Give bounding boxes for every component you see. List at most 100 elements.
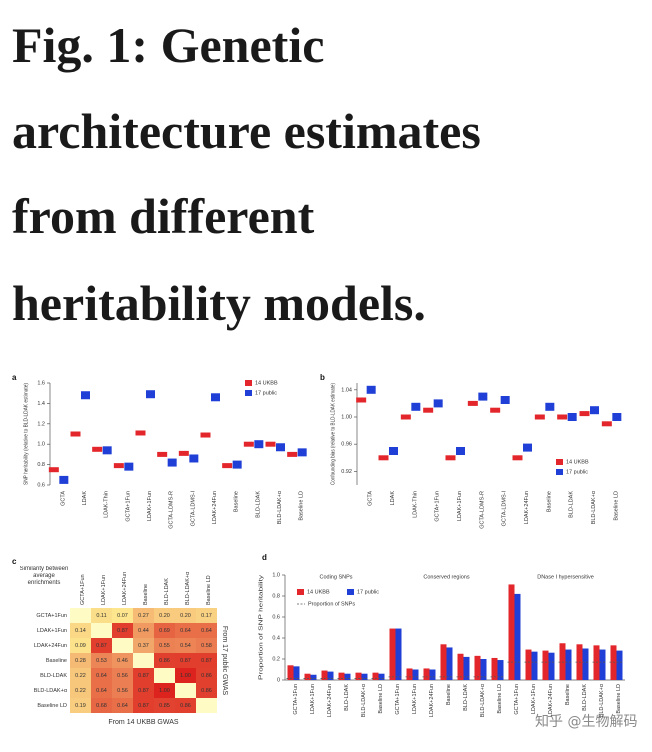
- cell-label: 0.86: [180, 703, 191, 709]
- cell-label: 0.56: [117, 673, 128, 679]
- cell-label: 0.86: [201, 673, 212, 679]
- x-tick-label: LDAK+1Fun: [412, 684, 418, 714]
- bar: [423, 668, 430, 680]
- header: Similarity between average enrichments: [20, 566, 69, 586]
- heat-cell: [91, 668, 112, 683]
- bar: [446, 647, 453, 680]
- cell-label: 0.53: [96, 658, 107, 664]
- heat-cell: [70, 623, 91, 638]
- y-tick-label: 1.0: [272, 572, 280, 578]
- panel-letter: d: [262, 553, 267, 562]
- y-tick-label: 1.2: [37, 421, 45, 427]
- row-label: GCTA+1Fun: [36, 613, 67, 619]
- diagonal-cell: [133, 653, 154, 668]
- dot-marker: [59, 475, 69, 484]
- cell-label: 0.44: [138, 628, 149, 634]
- column-label: GCTA+1Fun: [80, 574, 86, 605]
- x-tick-label: Baseline LD: [299, 491, 305, 521]
- group-label: DNase I hypersensitive: [537, 574, 594, 580]
- bar: [514, 593, 521, 680]
- column-label: BLD-LDAK: [164, 578, 170, 605]
- x-tick-label: LDAK+24Fun: [212, 491, 218, 524]
- x-tick-label: GCTA+1Fun: [125, 491, 131, 522]
- x-tick-label: Baseline LD: [613, 491, 619, 521]
- x-tick-label: LDAK-Thin: [104, 491, 110, 518]
- bar: [412, 669, 419, 680]
- dot-marker: [70, 431, 81, 437]
- y-axis-label: Proportion of SNP heritability: [258, 575, 264, 680]
- dot-marker: [167, 458, 177, 467]
- cell-label: 0.07: [117, 613, 128, 619]
- bar: [310, 674, 317, 680]
- bar: [582, 648, 589, 680]
- heat-cell: [112, 683, 133, 698]
- y-tick-label: 1.00: [341, 414, 352, 420]
- heat-cell: [112, 668, 133, 683]
- legend-swatch: [297, 589, 304, 595]
- diagonal-cell: [175, 683, 196, 698]
- bar: [565, 649, 572, 680]
- x-tick-label: LDAK: [390, 491, 396, 506]
- y-tick-label: 0.6: [272, 614, 280, 620]
- dot-marker: [366, 385, 376, 394]
- x-tick-label: GCTA-LDMS-R: [479, 491, 485, 529]
- dot-marker: [211, 393, 220, 402]
- x-tick-label: BLD-LDAK: [582, 684, 588, 711]
- cell-label: 0.58: [201, 643, 212, 649]
- cell-label: 0.54: [180, 643, 191, 649]
- cell-label: 0.22: [75, 673, 86, 679]
- diagonal-cell: [196, 698, 217, 713]
- cell-label: 0.64: [180, 628, 191, 634]
- x-tick-label: Baseline: [546, 491, 552, 512]
- x-tick-label: GCTA+1Fun: [435, 491, 441, 522]
- diagonal-cell: [112, 638, 133, 653]
- x-tick-label: GCTA: [368, 491, 374, 506]
- bar: [327, 671, 334, 680]
- x-tick-label: GCTA+1Fun: [514, 684, 520, 715]
- dot-marker: [601, 421, 612, 427]
- heat-cell: [154, 623, 175, 638]
- dot-marker: [490, 407, 501, 413]
- row-label: Baseline: [46, 658, 67, 664]
- x-tick-label: GCTA+1Fun: [293, 684, 299, 715]
- bar: [480, 659, 487, 680]
- cell-label: 0.86: [201, 688, 212, 694]
- x-tick-label: LDAK-Thin: [412, 491, 418, 518]
- dot-marker: [157, 451, 168, 457]
- heat-cell: [91, 698, 112, 713]
- cell-label: 0.69: [159, 628, 170, 634]
- cell-label: 0.22: [75, 688, 86, 694]
- x-tick-label: LDAK+24Fun: [429, 684, 435, 717]
- bar: [610, 645, 617, 680]
- bar: [559, 643, 566, 680]
- bar: [491, 657, 498, 680]
- legend-swatch: [347, 589, 354, 595]
- group-label: Conserved regions: [423, 574, 469, 580]
- x-tick-label: Baseline: [234, 491, 240, 512]
- bar: [429, 669, 436, 680]
- y-tick-label: 0.4: [272, 635, 280, 641]
- heat-cell: [112, 623, 133, 638]
- bar: [474, 655, 481, 680]
- x-tick-label: GCTA: [60, 491, 66, 506]
- legend-swatch: [245, 380, 252, 386]
- dot-marker: [612, 413, 622, 421]
- heat-cell: [133, 623, 154, 638]
- dot-marker: [254, 440, 264, 449]
- heat-cell: [70, 668, 91, 683]
- bar: [497, 660, 504, 680]
- dot-marker: [557, 414, 568, 420]
- heat-cell: [175, 638, 196, 653]
- y-tick-label: 1.6: [37, 380, 45, 386]
- x-tick-label: BLD-LDAK+α: [277, 490, 283, 524]
- heat-cell: [196, 638, 217, 653]
- bar: [372, 672, 379, 680]
- heat-cell: [196, 668, 217, 683]
- column-label: LDAK+24Fun: [122, 572, 128, 605]
- heat-cell: [91, 608, 112, 623]
- heat-cell: [175, 623, 196, 638]
- row-label: Baseline LD: [37, 703, 67, 709]
- cell-label: 0.64: [201, 628, 212, 634]
- column-label: Baseline LD: [206, 575, 212, 605]
